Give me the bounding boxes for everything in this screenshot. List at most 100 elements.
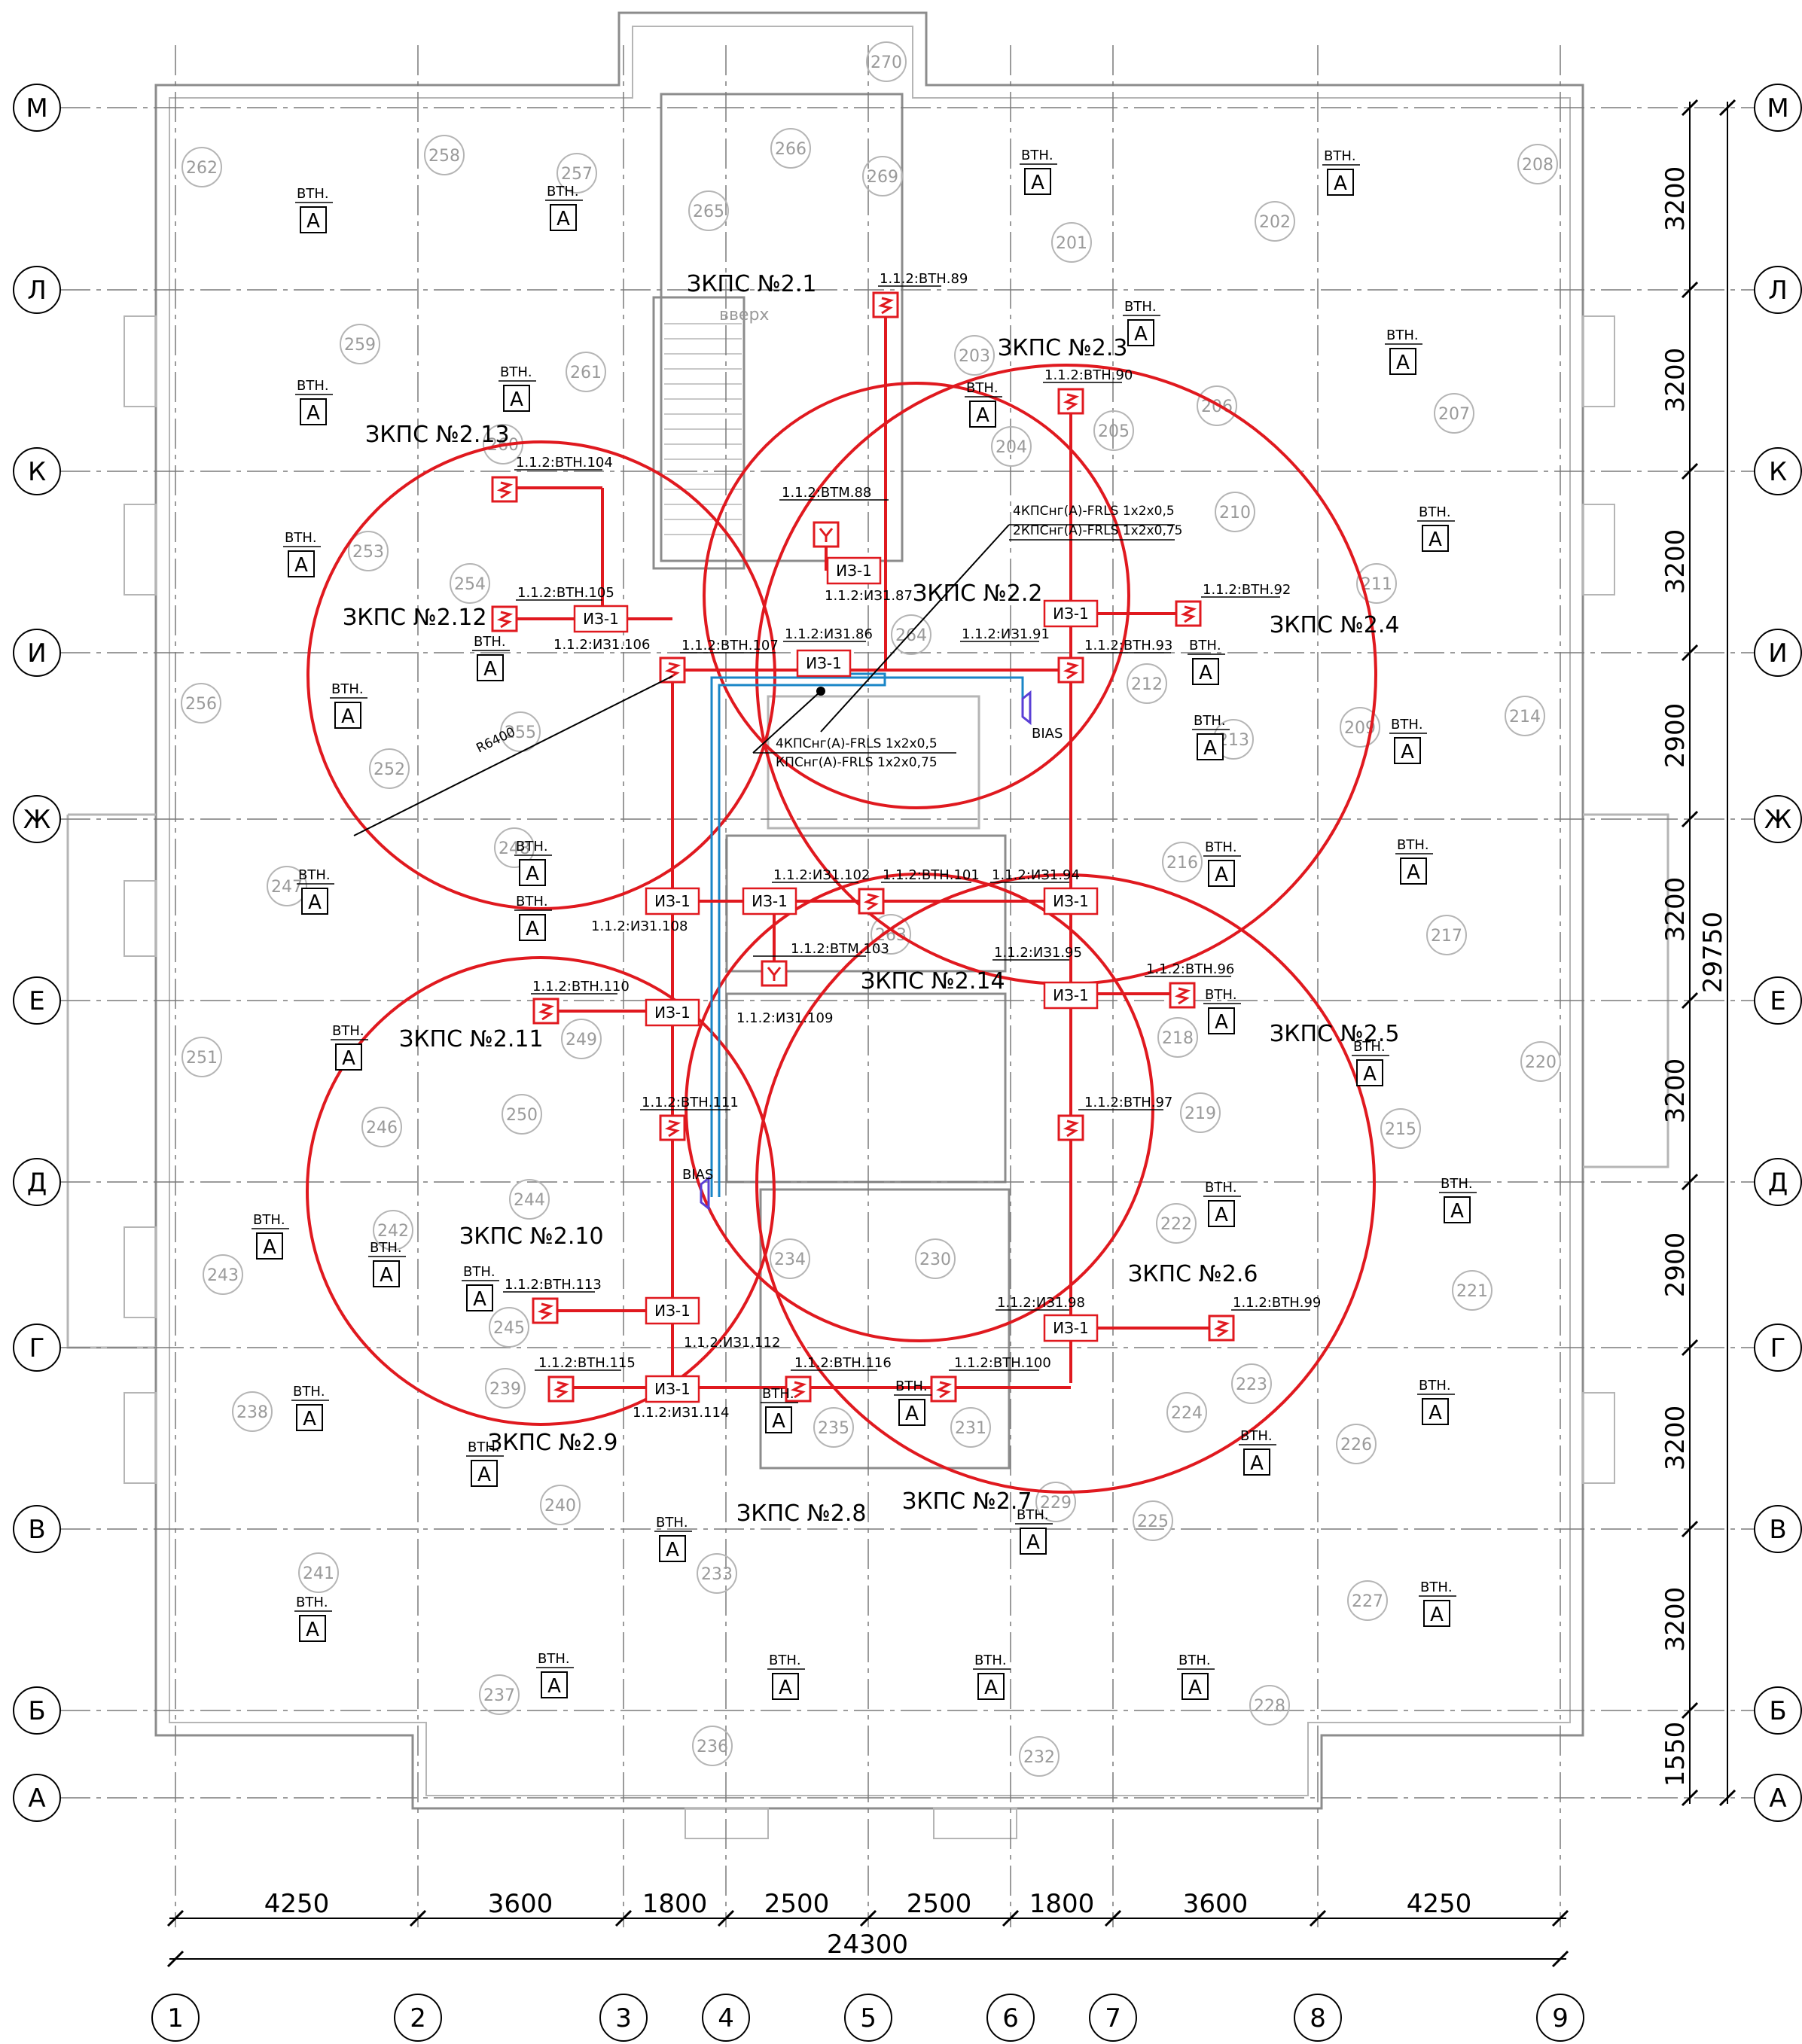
zone-label: ЗКПС №2.13 (365, 422, 510, 448)
isolator: ИЗ-1 (573, 605, 629, 633)
a-box (1127, 319, 1154, 346)
vtn-label: ВТН. (1386, 327, 1419, 343)
a-box (373, 1260, 400, 1287)
heat-detector-icon (1208, 1314, 1235, 1342)
isolator: ИЗ-1 (796, 649, 852, 678)
sounder-icon (1021, 690, 1032, 726)
vtn-marker: ВТН. А (1188, 638, 1225, 685)
a-box (503, 385, 530, 412)
axis-bubble: Б (13, 1686, 61, 1735)
a-box (1444, 1196, 1471, 1223)
svg-text:254: 254 (454, 575, 486, 594)
device-tag: 1.1.2:ИЗ1.95 (994, 945, 1082, 961)
room-number: 259 (340, 324, 380, 364)
vtn-markers: ВТН. А ВТН. А ВТН. А ВТН. А ВТН. А ВТН. А ВТН. А ВТН. А… (252, 148, 1477, 1700)
bias-sounders: BIAS BIAS (682, 690, 1063, 1211)
vtn-marker: ВТН. А (536, 1651, 574, 1698)
room-number: 221 (1452, 1270, 1493, 1311)
axis-label: Е (1770, 986, 1785, 1016)
a-box (1356, 1059, 1383, 1086)
heat-detector-icon (491, 605, 518, 632)
device-tag: 1.1.2:ИЗ1.108 (591, 918, 688, 934)
a-label: А (1188, 1677, 1202, 1699)
vtn-marker: ВТН. А (466, 1439, 504, 1487)
vtn-label: ВТН. (474, 634, 506, 650)
svg-text:262: 262 (186, 159, 218, 178)
axis-bubble: И (1754, 629, 1802, 677)
svg-text:203: 203 (959, 347, 990, 366)
axis-label: А (1769, 1784, 1786, 1814)
axis-label: Д (27, 1168, 47, 1198)
vtn-label: ВТН. (1205, 1180, 1237, 1196)
dim-label: 4250 (1407, 1889, 1472, 1919)
dim-label: 1800 (642, 1889, 708, 1919)
svg-text:236: 236 (697, 1738, 728, 1756)
room-number: 229 (1035, 1482, 1076, 1522)
building-walls (66, 11, 1669, 1839)
axis-label: Л (27, 276, 47, 306)
device-tags: 1.1.2:ВТН.89 1.1.2:ВТН.90 1.1.2:ВТН.104 … (503, 271, 1321, 1421)
room-number: 212 (1127, 663, 1167, 704)
isolators: ИЗ-1 ИЗ-1 ИЗ-1 ИЗ-1 ИЗ-1 ИЗ-1 ИЗ-1 ИЗ-1 … (573, 556, 1099, 1403)
room-number: 256 (181, 683, 221, 723)
svg-text:229: 229 (1040, 1494, 1072, 1512)
vtn-label: ВТН. (1420, 1579, 1453, 1595)
room-number: 223 (1231, 1363, 1272, 1404)
vtn-marker: ВТН. А (1417, 1378, 1455, 1425)
device-tag: 1.1.2:ВТН.115 (538, 1355, 636, 1371)
svg-text:205: 205 (1098, 422, 1130, 441)
vtn-marker: ВТН. А (1439, 1176, 1477, 1223)
heat-detector-icon (930, 1375, 957, 1403)
room-number: 217 (1426, 915, 1467, 955)
heat-detector-icon (1057, 388, 1084, 415)
svg-text:201: 201 (1056, 234, 1087, 253)
a-label: А (294, 554, 308, 577)
heat-detector-icon (547, 1375, 575, 1403)
bias-label: BIAS (682, 1167, 713, 1183)
a-box (659, 1535, 686, 1562)
a-label: А (772, 1410, 785, 1433)
room-number: 220 (1520, 1041, 1561, 1082)
axis-bubble: Е (13, 976, 61, 1025)
svg-text:210: 210 (1219, 504, 1251, 522)
isolator: ИЗ-1 (742, 887, 797, 915)
vtn-label: ВТН. (516, 894, 548, 909)
vtn-label: ВТН. (1419, 1378, 1451, 1394)
room-number: 266 (770, 128, 811, 169)
vtn-label: ВТН. (895, 1378, 928, 1394)
a-box (1422, 1398, 1449, 1425)
stair-label: вверх (719, 306, 769, 324)
svg-text:253: 253 (352, 543, 384, 562)
svg-text:ИЗ-1: ИЗ-1 (654, 1302, 691, 1320)
dim-total-label: 24300 (827, 1930, 908, 1960)
axis-label: 9 (1552, 2003, 1569, 2033)
a-label: А (473, 1288, 486, 1311)
svg-text:251: 251 (186, 1049, 218, 1068)
room-number: 251 (181, 1037, 222, 1077)
a-label: А (263, 1236, 276, 1259)
dim-label: 3200 (1660, 877, 1691, 943)
axis-bubble: Л (1754, 266, 1802, 314)
axis-bubble: К (13, 447, 61, 495)
radius-label: R6400 (474, 724, 517, 756)
zone-label: ЗКПС №2.2 (913, 580, 1043, 607)
vtn-marker: ВТН. А (462, 1264, 499, 1311)
device-tag: 1.1.2:ВТН.104 (516, 455, 613, 471)
a-label: А (1363, 1063, 1377, 1086)
room-number: 264 (891, 614, 931, 655)
heat-detector-icon (659, 656, 686, 684)
svg-text:ИЗ-1: ИЗ-1 (1053, 892, 1089, 910)
heat-detector-icon (491, 476, 518, 503)
isolator: ИЗ-1 (645, 1296, 700, 1325)
axis-label: Б (1769, 1696, 1786, 1726)
room-number: 255 (500, 711, 541, 752)
device-tag: 1.1.2:ИЗ1.114 (633, 1405, 729, 1421)
vtn-label: ВТН. (332, 1023, 364, 1039)
room-number: 249 (561, 1019, 602, 1059)
svg-text:ИЗ-1: ИЗ-1 (1053, 1319, 1089, 1337)
room-number: 250 (502, 1094, 542, 1135)
zone-label: ЗКПС №2.1 (687, 271, 817, 297)
a-box (1327, 169, 1354, 196)
vtn-marker: ВТН. А (1192, 713, 1230, 760)
